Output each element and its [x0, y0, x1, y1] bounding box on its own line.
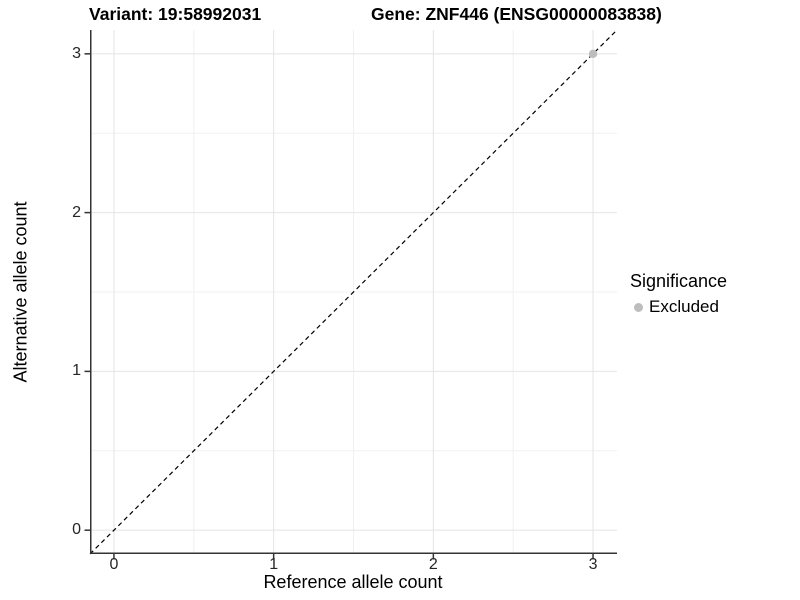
x-axis-title: Reference allele count: [263, 572, 443, 592]
y-tick-label: 1: [72, 362, 81, 380]
y-tick-label: 3: [72, 44, 81, 62]
legend: Significance Excluded: [630, 271, 727, 317]
y-axis-title: Alternative allele count: [10, 201, 31, 383]
identity-reference-line: [89, 29, 618, 555]
legend-key-dot-icon: [634, 302, 643, 312]
plot-canvas: [84, 29, 618, 560]
x-tick-label: 0: [109, 556, 119, 573]
plot-title-variant: Variant: 19:58992031: [89, 4, 262, 24]
x-tick-label: 2: [428, 556, 438, 573]
y-tick-label: 2: [72, 203, 81, 221]
y-tick-label: 0: [72, 521, 81, 539]
x-tick-label: 1: [269, 556, 279, 573]
plot-title-gene: Gene: ZNF446 (ENSG00000083838): [371, 4, 662, 24]
plot-panel: [84, 29, 618, 560]
legend-item-excluded: Excluded: [630, 297, 727, 317]
legend-title: Significance: [630, 271, 728, 291]
legend-label: Excluded: [649, 297, 719, 316]
x-tick-label: 3: [588, 556, 598, 573]
data-point-excluded: [588, 49, 598, 59]
